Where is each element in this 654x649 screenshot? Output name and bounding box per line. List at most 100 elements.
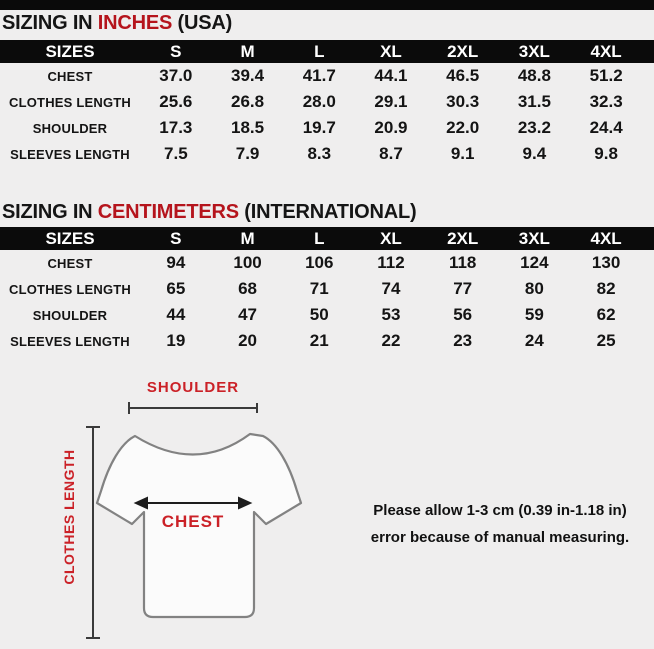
shoulder-measure-line bbox=[128, 402, 258, 414]
size-value: 8.3 bbox=[307, 144, 332, 163]
table-header-row: SIZES S M L XL 2XL 3XL 4XL bbox=[0, 227, 642, 250]
column-header-l: L bbox=[314, 228, 325, 248]
size-value: 18.5 bbox=[231, 118, 265, 137]
shoulder-diagram-label: SHOULDER bbox=[146, 379, 240, 396]
size-value: 7.9 bbox=[235, 144, 260, 163]
size-value: 41.7 bbox=[302, 66, 336, 85]
column-header-4xl: 4XL bbox=[590, 41, 622, 61]
column-header-s: S bbox=[170, 228, 182, 248]
row-label: SLEEVES LENGTH bbox=[10, 146, 130, 162]
size-value: 37.0 bbox=[159, 66, 193, 85]
column-header-xl: XL bbox=[380, 228, 402, 248]
size-value: 20.9 bbox=[374, 118, 408, 137]
size-value: 59 bbox=[524, 305, 544, 324]
size-value: 24.4 bbox=[589, 118, 623, 137]
column-header-2xl: 2XL bbox=[447, 41, 479, 61]
centimeters-table-title: SIZING IN CENTIMETERS (INTERNATIONAL) bbox=[2, 201, 652, 224]
column-header-xl: XL bbox=[380, 41, 402, 61]
size-value: 8.7 bbox=[379, 144, 403, 163]
table-row: SHOULDER 44 47 50 53 56 59 62 bbox=[0, 302, 642, 328]
size-value: 74 bbox=[381, 279, 401, 298]
size-value: 9.8 bbox=[594, 144, 618, 163]
size-value: 124 bbox=[520, 253, 549, 272]
row-label: CHEST bbox=[47, 68, 93, 84]
top-divider-bar bbox=[0, 0, 654, 10]
row-label: SLEEVES LENGTH bbox=[10, 333, 130, 349]
note-line-1: Please allow 1-3 cm (0.39 in-1.18 in) bbox=[373, 502, 627, 519]
size-value: 28.0 bbox=[302, 92, 336, 111]
table-row: CHEST 94 100 106 112 118 124 130 bbox=[0, 250, 642, 276]
size-value: 94 bbox=[166, 253, 186, 272]
size-value: 19.7 bbox=[302, 118, 336, 137]
table-row: SHOULDER 17.3 18.5 19.7 20.9 22.0 23.2 24.4 bbox=[0, 115, 642, 141]
size-value: 9.1 bbox=[450, 144, 475, 163]
table-header-row: SIZES S M L XL 2XL 3XL 4XL bbox=[0, 40, 642, 63]
clothes-length-diagram-label: CLOTHES LENGTH bbox=[61, 449, 77, 585]
size-value: 112 bbox=[377, 253, 405, 272]
size-value: 80 bbox=[524, 279, 544, 298]
centimeters-size-table: SIZES S M L XL 2XL 3XL 4XL CHEST 94 100 106 112 118 12… bbox=[0, 227, 642, 354]
size-value: 46.5 bbox=[446, 66, 480, 85]
size-value: 100 bbox=[233, 253, 262, 272]
size-value: 39.4 bbox=[231, 66, 265, 85]
column-header-s: S bbox=[170, 41, 182, 61]
size-value: 130 bbox=[591, 253, 621, 272]
tshirt-measurement-diagram: SHOULDER CLOTHES LENGTH CHEST Please all… bbox=[0, 370, 654, 649]
size-value: 65 bbox=[166, 279, 186, 298]
size-value: 22 bbox=[381, 331, 401, 350]
inches-size-table: SIZES S M L XL 2XL 3XL 4XL CHEST 37.0 39.4 41.7 44.1… bbox=[0, 40, 642, 167]
tshirt-path bbox=[95, 432, 303, 619]
tshirt-outline-drawing bbox=[86, 402, 303, 639]
column-header-m: M bbox=[240, 228, 255, 248]
size-value: 44 bbox=[166, 305, 186, 324]
size-value: 21 bbox=[309, 331, 329, 350]
row-label: SHOULDER bbox=[32, 307, 108, 323]
column-header-4xl: 4XL bbox=[590, 228, 622, 248]
size-value: 47 bbox=[238, 305, 258, 324]
size-value: 24 bbox=[524, 331, 544, 350]
size-value: 77 bbox=[453, 279, 473, 298]
size-value: 106 bbox=[305, 253, 334, 272]
size-value: 82 bbox=[596, 279, 616, 298]
column-header-sizes: SIZES bbox=[45, 41, 95, 61]
size-value: 118 bbox=[448, 253, 477, 272]
size-value: 25 bbox=[596, 331, 616, 350]
size-value: 44.1 bbox=[374, 66, 408, 85]
table-row: CHEST 37.0 39.4 41.7 44.1 46.5 48.8 51.2 bbox=[0, 63, 642, 89]
centimeters-table-header-bar bbox=[0, 227, 654, 250]
size-value: 62 bbox=[596, 305, 616, 324]
size-value: 71 bbox=[309, 279, 329, 298]
row-label: SHOULDER bbox=[32, 120, 108, 136]
title-suffix: (INTERNATIONAL) bbox=[238, 201, 417, 223]
size-value: 26.8 bbox=[231, 92, 265, 111]
table-row: CLOTHES LENGTH 25.6 26.8 28.0 29.1 30.3 31.5 32… bbox=[0, 89, 642, 115]
row-label: CLOTHES LENGTH bbox=[9, 281, 131, 297]
size-value: 25.6 bbox=[159, 92, 193, 111]
size-value: 23 bbox=[453, 331, 473, 350]
size-value: 53 bbox=[381, 305, 401, 324]
column-header-3xl: 3XL bbox=[518, 41, 550, 61]
size-value: 17.3 bbox=[159, 118, 193, 137]
title-prefix: SIZING IN bbox=[2, 201, 98, 223]
size-value: 22.0 bbox=[446, 118, 480, 137]
table-row: CLOTHES LENGTH 65 68 71 74 77 80 82 bbox=[0, 276, 642, 302]
measuring-error-note: Please allow 1-3 cm (0.39 in-1.18 in) er… bbox=[352, 497, 648, 551]
chest-diagram-label: CHEST bbox=[161, 512, 225, 531]
title-highlight: CENTIMETERS bbox=[97, 201, 239, 223]
title-prefix: SIZING IN bbox=[2, 12, 98, 34]
size-value: 51.2 bbox=[589, 66, 623, 85]
centimeters-size-table-wrap: SIZES S M L XL 2XL 3XL 4XL CHEST 94 100 106 112 118 12… bbox=[0, 227, 654, 354]
inches-size-table-wrap: SIZES S M L XL 2XL 3XL 4XL CHEST 37.0 39.4 41.7 44.1… bbox=[0, 40, 654, 167]
size-value: 30.3 bbox=[446, 92, 480, 111]
size-value: 32.3 bbox=[589, 92, 623, 111]
row-label: CHEST bbox=[47, 255, 93, 271]
size-value: 20 bbox=[238, 331, 258, 350]
column-header-2xl: 2XL bbox=[447, 228, 479, 248]
size-value: 31.5 bbox=[517, 92, 551, 111]
size-value: 56 bbox=[453, 305, 473, 324]
size-value: 29.1 bbox=[374, 92, 408, 111]
size-value: 48.8 bbox=[517, 66, 551, 85]
note-line-2: error because of manual measuring. bbox=[370, 529, 630, 546]
chest-measure-arrow bbox=[133, 496, 253, 510]
table-row: SLEEVES LENGTH 7.5 7.9 8.3 8.7 9.1 9.4 9.8 bbox=[0, 141, 642, 167]
